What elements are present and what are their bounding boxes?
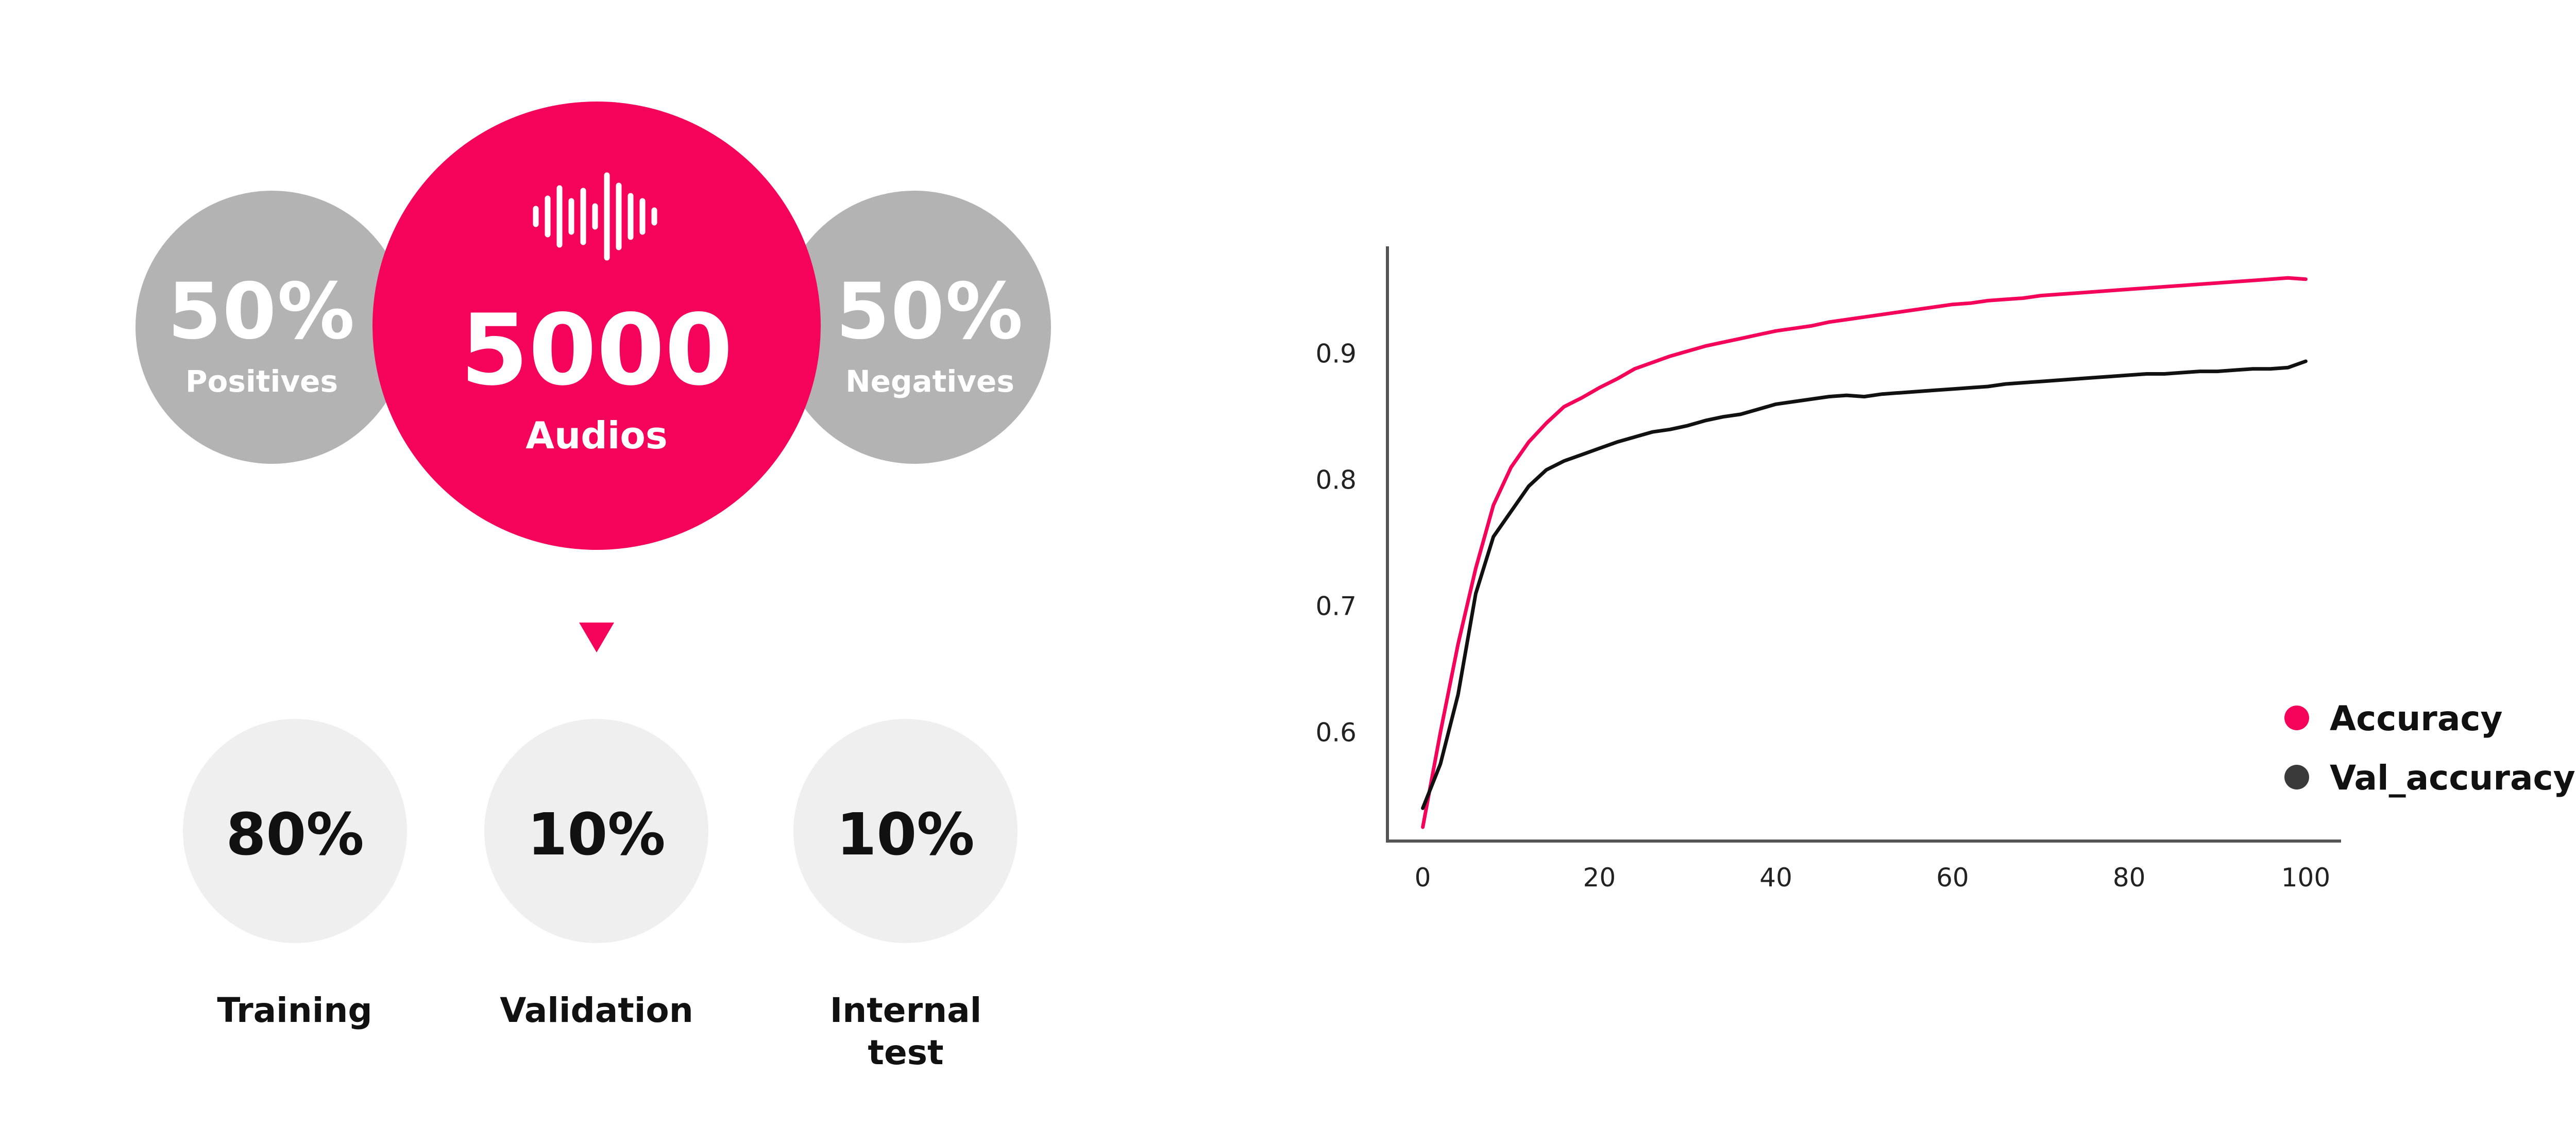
validation-circle (484, 719, 708, 943)
internal-test-circle (793, 719, 1018, 943)
positives-circle (135, 191, 409, 464)
y-tick-label: 0.9 (1315, 339, 1357, 368)
training-circle (183, 719, 407, 943)
negatives-percentage: 50% (836, 267, 1024, 357)
training-label: Training (217, 990, 372, 1030)
negatives-label: Negatives (845, 364, 1014, 399)
total-audios-circle (372, 102, 821, 550)
negatives-circle (778, 191, 1051, 464)
positives-label: Positives (185, 364, 338, 399)
training-percentage: 80% (226, 801, 364, 868)
x-tick-label: 80 (2113, 863, 2146, 893)
total-audios-count: 5000 (460, 293, 733, 407)
total-audios-label: Audios (526, 414, 668, 457)
y-tick-label: 0.7 (1315, 591, 1357, 621)
series-line-val-accuracy (1421, 359, 2308, 810)
x-tick-label: 100 (2281, 863, 2330, 893)
internal-test-label: Internal test (829, 990, 982, 1072)
positives-percentage: 50% (167, 267, 356, 357)
x-tick-label: 60 (1936, 863, 1969, 893)
down-triangle-icon (579, 623, 614, 652)
series-line-accuracy (1421, 276, 2308, 829)
legend-marker (2284, 706, 2309, 730)
sound-wave-icon (533, 172, 657, 261)
internal-test-percentage: 10% (836, 801, 975, 868)
x-tick-label: 20 (1583, 863, 1616, 893)
legend-label: Val_accuracy (2330, 758, 2575, 798)
x-tick-label: 0 (1415, 863, 1431, 893)
legend-label: Accuracy (2330, 699, 2503, 738)
y-tick-label: 0.8 (1315, 465, 1357, 495)
validation-percentage: 10% (527, 801, 666, 868)
y-tick-label: 0.6 (1315, 717, 1357, 747)
validation-label: Validation (500, 990, 693, 1030)
x-tick-label: 40 (1759, 863, 1792, 893)
legend-marker (2284, 765, 2309, 790)
